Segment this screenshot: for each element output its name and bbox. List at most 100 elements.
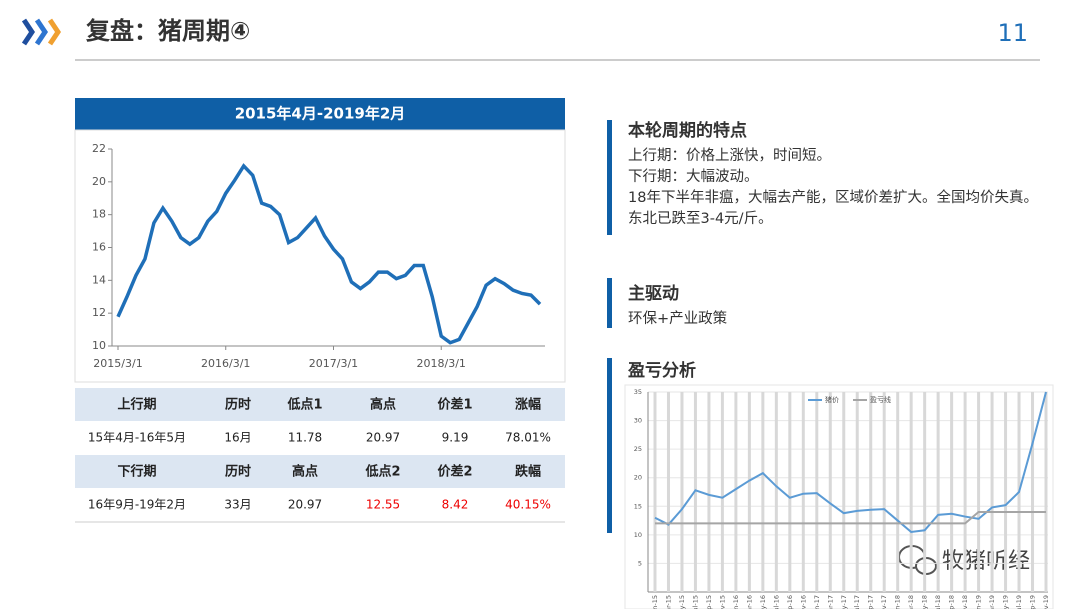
x-tick-label: Mar-16 <box>745 595 753 609</box>
section-title: 主驱动 <box>628 283 679 304</box>
x-tick-label: Sep-19 <box>1029 595 1037 609</box>
table-head-band <box>75 388 565 421</box>
x-tick-label: Jan-16 <box>732 595 740 609</box>
table-header-cell: 跌幅 <box>515 464 541 480</box>
legend-label: 猪价 <box>825 395 839 404</box>
table-head-band <box>75 455 565 488</box>
y-tick-label: 20 <box>634 474 642 482</box>
accent-bar <box>607 120 612 235</box>
note-line: 下行期：大幅波动。 <box>628 168 759 185</box>
x-tick-label: May-16 <box>759 595 767 609</box>
x-tick-label: Jan-17 <box>813 595 821 609</box>
chart-frame <box>624 384 1054 609</box>
table-cell: 12.55 <box>366 498 400 512</box>
table-header-cell: 历时 <box>225 397 251 413</box>
accent-bar <box>607 278 612 328</box>
table-cell: 20.97 <box>366 431 400 445</box>
table-header-cell: 历时 <box>225 464 251 480</box>
table-header-cell: 价差1 <box>437 397 472 413</box>
x-tick-label: Mar-19 <box>988 595 996 609</box>
table-cell: 33月 <box>224 498 251 512</box>
note-line: 上行期：价格上涨快，时间短。 <box>628 147 831 164</box>
x-tick-label: Jan-19 <box>975 595 983 609</box>
note-line: 东北已跌至3-4元/斤。 <box>628 210 773 227</box>
x-tick-label: 2015/3/1 <box>93 357 142 370</box>
logo <box>21 18 62 46</box>
x-tick-label: Nov-15 <box>718 595 726 609</box>
x-tick-label: Jul-19 <box>1015 595 1023 609</box>
watermark: 牧猪听经 <box>942 549 1030 574</box>
table-header-cell: 高点 <box>370 397 396 413</box>
x-tick-label: Sep-18 <box>948 595 956 609</box>
x-tick-label: 2017/3/1 <box>309 357 358 370</box>
x-tick-label: Nov-18 <box>961 595 969 609</box>
section-title: 本轮周期的特点 <box>628 120 747 141</box>
note-line: 环保+产业政策 <box>628 310 728 327</box>
x-tick-label: Mar-17 <box>826 595 834 609</box>
y-tick-label: 16 <box>92 241 106 254</box>
x-tick-label: 2016/3/1 <box>201 357 250 370</box>
table-header-cell: 涨幅 <box>514 397 541 413</box>
table-cell: 16年9月-19年2月 <box>88 498 186 512</box>
x-tick-label: May-19 <box>1002 595 1010 609</box>
y-tick-label: 30 <box>634 417 642 425</box>
table-cell: 9.19 <box>442 431 469 445</box>
chart-title: 2015年4月-2019年2月 <box>235 105 406 123</box>
note-line: 18年下半年非瘟，大幅去产能，区域价差扩大。全国均价失真。 <box>628 188 1038 206</box>
slide-title: 复盘：猪周期④ <box>85 17 250 45</box>
table-cell: 78.01% <box>505 431 551 445</box>
chart-frame <box>74 129 566 383</box>
chart-header <box>75 98 565 130</box>
x-tick-label: Mar-18 <box>907 595 915 609</box>
table-header-cell: 高点 <box>292 464 318 480</box>
table-cell: 8.42 <box>442 498 469 512</box>
x-tick-label: Jan-15 <box>651 595 659 609</box>
x-tick-label: Sep-15 <box>705 595 713 609</box>
accent-bar <box>607 358 612 533</box>
y-tick-label: 20 <box>92 175 106 188</box>
y-tick-label: 22 <box>92 142 106 155</box>
y-tick-label: 25 <box>634 445 642 453</box>
x-tick-label: Sep-16 <box>786 595 794 609</box>
x-tick-label: 2018/3/1 <box>417 357 466 370</box>
table-header-cell: 低点1 <box>286 397 322 413</box>
x-tick-label: Nov-17 <box>880 595 888 609</box>
x-tick-label: Jul-16 <box>772 595 780 609</box>
x-tick-label: May-17 <box>840 595 848 609</box>
y-tick-label: 5 <box>638 559 642 567</box>
x-tick-label: Mar-15 <box>664 595 672 609</box>
y-tick-label: 10 <box>92 339 106 352</box>
x-tick-label: Nov-16 <box>799 595 807 609</box>
table-cell: 15年4月-16年5月 <box>88 431 186 445</box>
y-tick-label: 15 <box>634 502 642 510</box>
x-tick-label: Nov-19 <box>1042 595 1050 609</box>
x-tick-label: Jul-17 <box>853 595 861 609</box>
table-header-cell: 下行期 <box>117 464 156 480</box>
y-tick-label: 18 <box>92 208 106 221</box>
x-tick-label: Jul-15 <box>691 595 699 609</box>
table-header-cell: 低点2 <box>364 464 400 480</box>
table-cell: 20.97 <box>288 498 322 512</box>
x-tick-label: May-15 <box>678 595 686 609</box>
x-tick-label: Sep-17 <box>867 595 875 609</box>
series-line <box>116 163 542 345</box>
series-line <box>655 511 1046 525</box>
page-number: 11 <box>997 19 1028 47</box>
table-header-cell: 价差2 <box>437 464 472 480</box>
section-title: 盈亏分析 <box>627 360 696 381</box>
table-header-cell: 上行期 <box>117 397 156 413</box>
y-tick-label: 35 <box>634 388 642 396</box>
y-tick-label: 12 <box>92 306 106 319</box>
y-tick-label: 10 <box>634 531 642 539</box>
legend-label: 盈亏线 <box>870 395 891 404</box>
table-cell: 11.78 <box>288 431 322 445</box>
x-tick-label: Jul-18 <box>934 595 942 609</box>
table-cell: 40.15% <box>505 498 551 512</box>
table-cell: 16月 <box>224 431 251 445</box>
x-tick-label: May-18 <box>921 595 929 609</box>
y-tick-label: 14 <box>92 273 106 286</box>
series-line <box>654 391 1047 534</box>
x-tick-label: Jan-18 <box>894 595 902 609</box>
